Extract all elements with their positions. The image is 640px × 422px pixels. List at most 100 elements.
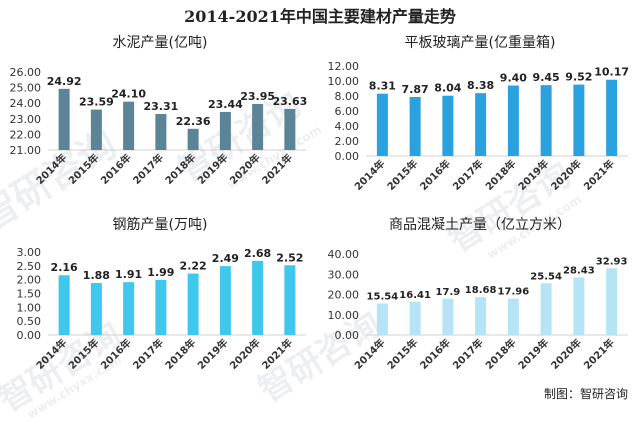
- bar: [123, 282, 135, 335]
- y-tick-label: 26.00: [10, 66, 42, 79]
- bar: [155, 279, 167, 335]
- y-tick-label: 1.00: [17, 301, 42, 314]
- y-tick-label: 25.00: [10, 82, 42, 95]
- bar: [442, 95, 454, 156]
- y-tick-label: 0.50: [17, 315, 42, 328]
- bar: [58, 275, 70, 335]
- y-tick-label: 10.00: [328, 75, 360, 88]
- y-tick-label: 0.00: [17, 329, 42, 342]
- y-tick-label: 4.00: [335, 120, 360, 133]
- data-label: 18.68: [465, 285, 497, 296]
- x-tick-label: 2021年: [259, 336, 295, 372]
- x-tick-label: 2020年: [548, 336, 584, 372]
- y-tick-label: 24.00: [10, 97, 42, 110]
- data-label: 2.22: [180, 260, 207, 273]
- bar: [284, 108, 296, 150]
- data-label: 28.43: [563, 265, 595, 276]
- data-label: 2.49: [212, 252, 239, 265]
- x-tick-label: 2021年: [581, 157, 617, 193]
- x-tick-label: 2018年: [483, 157, 519, 193]
- y-tick-label: 1.50: [17, 288, 42, 301]
- data-label: 17.96: [498, 287, 530, 298]
- bar: [187, 273, 199, 335]
- data-label: 17.9: [436, 287, 461, 298]
- x-tick-label: 2016年: [417, 336, 453, 372]
- data-label: 1.91: [115, 268, 142, 281]
- bar: [187, 128, 199, 150]
- y-tick-label: 40.00: [328, 248, 360, 261]
- data-label: 2.16: [51, 261, 78, 274]
- bar: [58, 88, 70, 150]
- data-label: 15.54: [367, 292, 399, 303]
- y-tick-label: 10.00: [328, 309, 360, 322]
- chart-title: 水泥产量(亿吨): [112, 35, 208, 51]
- rebar-chart: 钢筋产量(万吨) 0.00 0.50 1.00 1.50 2.00 2.50 3.00 2.1…: [0, 214, 320, 396]
- data-label: 7.87: [402, 83, 429, 96]
- x-tick-label: 2017年: [130, 151, 166, 187]
- x-tick-label: 2020年: [548, 157, 584, 193]
- x-tick-label: 2017年: [450, 336, 486, 372]
- glass-chart: 平板玻璃产量(亿重量箱) 0.00 2.00 4.00 6.00 8.00 10.00 12…: [320, 32, 640, 214]
- y-tick-label: 21.00: [10, 144, 42, 157]
- bar: [409, 96, 421, 156]
- y-tick-label: 23.00: [10, 113, 42, 126]
- rebar-chart-plot: 0.000.501.001.502.002.503.002.162014年1.8…: [17, 246, 306, 372]
- x-tick-label: 2019年: [195, 336, 231, 372]
- bar: [507, 298, 519, 335]
- bar: [507, 85, 519, 156]
- x-tick-label: 2020年: [227, 336, 263, 372]
- data-label: 8.04: [434, 82, 461, 95]
- x-tick-label: 2017年: [450, 157, 486, 193]
- cement-chart-plot: 21.0022.0023.0024.0025.0026.0024.922014年…: [10, 66, 308, 187]
- bar: [376, 303, 388, 335]
- bar: [475, 297, 487, 335]
- data-label: 9.45: [533, 71, 560, 84]
- bar: [123, 101, 135, 150]
- y-tick-label: 2.50: [17, 260, 42, 273]
- concrete-chart-plot: 0.0010.0020.0030.0040.0015.542014年16.412…: [328, 248, 628, 372]
- y-tick-label: 22.00: [10, 128, 42, 141]
- chart-title: 商品混凝土产量（亿立方米）: [389, 217, 571, 233]
- x-tick-label: 2018年: [483, 336, 519, 372]
- data-label: 24.92: [47, 75, 82, 88]
- bar: [540, 85, 552, 156]
- data-label: 8.38: [467, 79, 494, 92]
- x-tick-label: 2018年: [162, 336, 198, 372]
- data-label: 9.40: [500, 72, 527, 85]
- x-tick-label: 2015年: [66, 336, 102, 372]
- data-label: 2.68: [244, 247, 271, 260]
- data-label: 23.63: [272, 95, 307, 108]
- bar: [284, 265, 296, 335]
- x-tick-label: 2016年: [417, 157, 453, 193]
- bar: [442, 298, 454, 335]
- bar: [376, 93, 388, 156]
- bar: [409, 301, 421, 335]
- data-label: 22.36: [176, 115, 211, 128]
- bar: [90, 282, 102, 335]
- chart-title: 钢筋产量(万吨): [112, 217, 208, 233]
- y-tick-label: 30.00: [328, 268, 360, 281]
- y-tick-label: 6.00: [335, 105, 360, 118]
- bar: [475, 93, 487, 156]
- x-tick-label: 2018年: [162, 151, 198, 187]
- data-label: 8.31: [369, 80, 396, 93]
- data-label: 1.99: [147, 266, 174, 279]
- x-tick-label: 2019年: [195, 151, 231, 187]
- data-label: 2.52: [276, 251, 303, 264]
- data-label: 23.59: [79, 96, 114, 109]
- y-tick-label: 20.00: [328, 289, 360, 302]
- y-tick-label: 2.00: [335, 135, 360, 148]
- bar: [219, 266, 231, 335]
- data-label: 9.52: [565, 71, 592, 84]
- data-label: 23.44: [208, 98, 243, 111]
- x-tick-label: 2015年: [66, 151, 102, 187]
- concrete-chart: 商品混凝土产量（亿立方米） 0.00 10.00 20.00 30.00 40.00 15…: [320, 214, 640, 396]
- bar: [219, 111, 231, 150]
- bar: [540, 283, 552, 335]
- bar: [90, 109, 102, 150]
- x-tick-label: 2016年: [98, 151, 134, 187]
- x-tick-label: 2020年: [227, 151, 263, 187]
- data-label: 23.31: [143, 100, 178, 113]
- y-tick-label: 8.00: [335, 90, 360, 103]
- bar: [606, 79, 618, 156]
